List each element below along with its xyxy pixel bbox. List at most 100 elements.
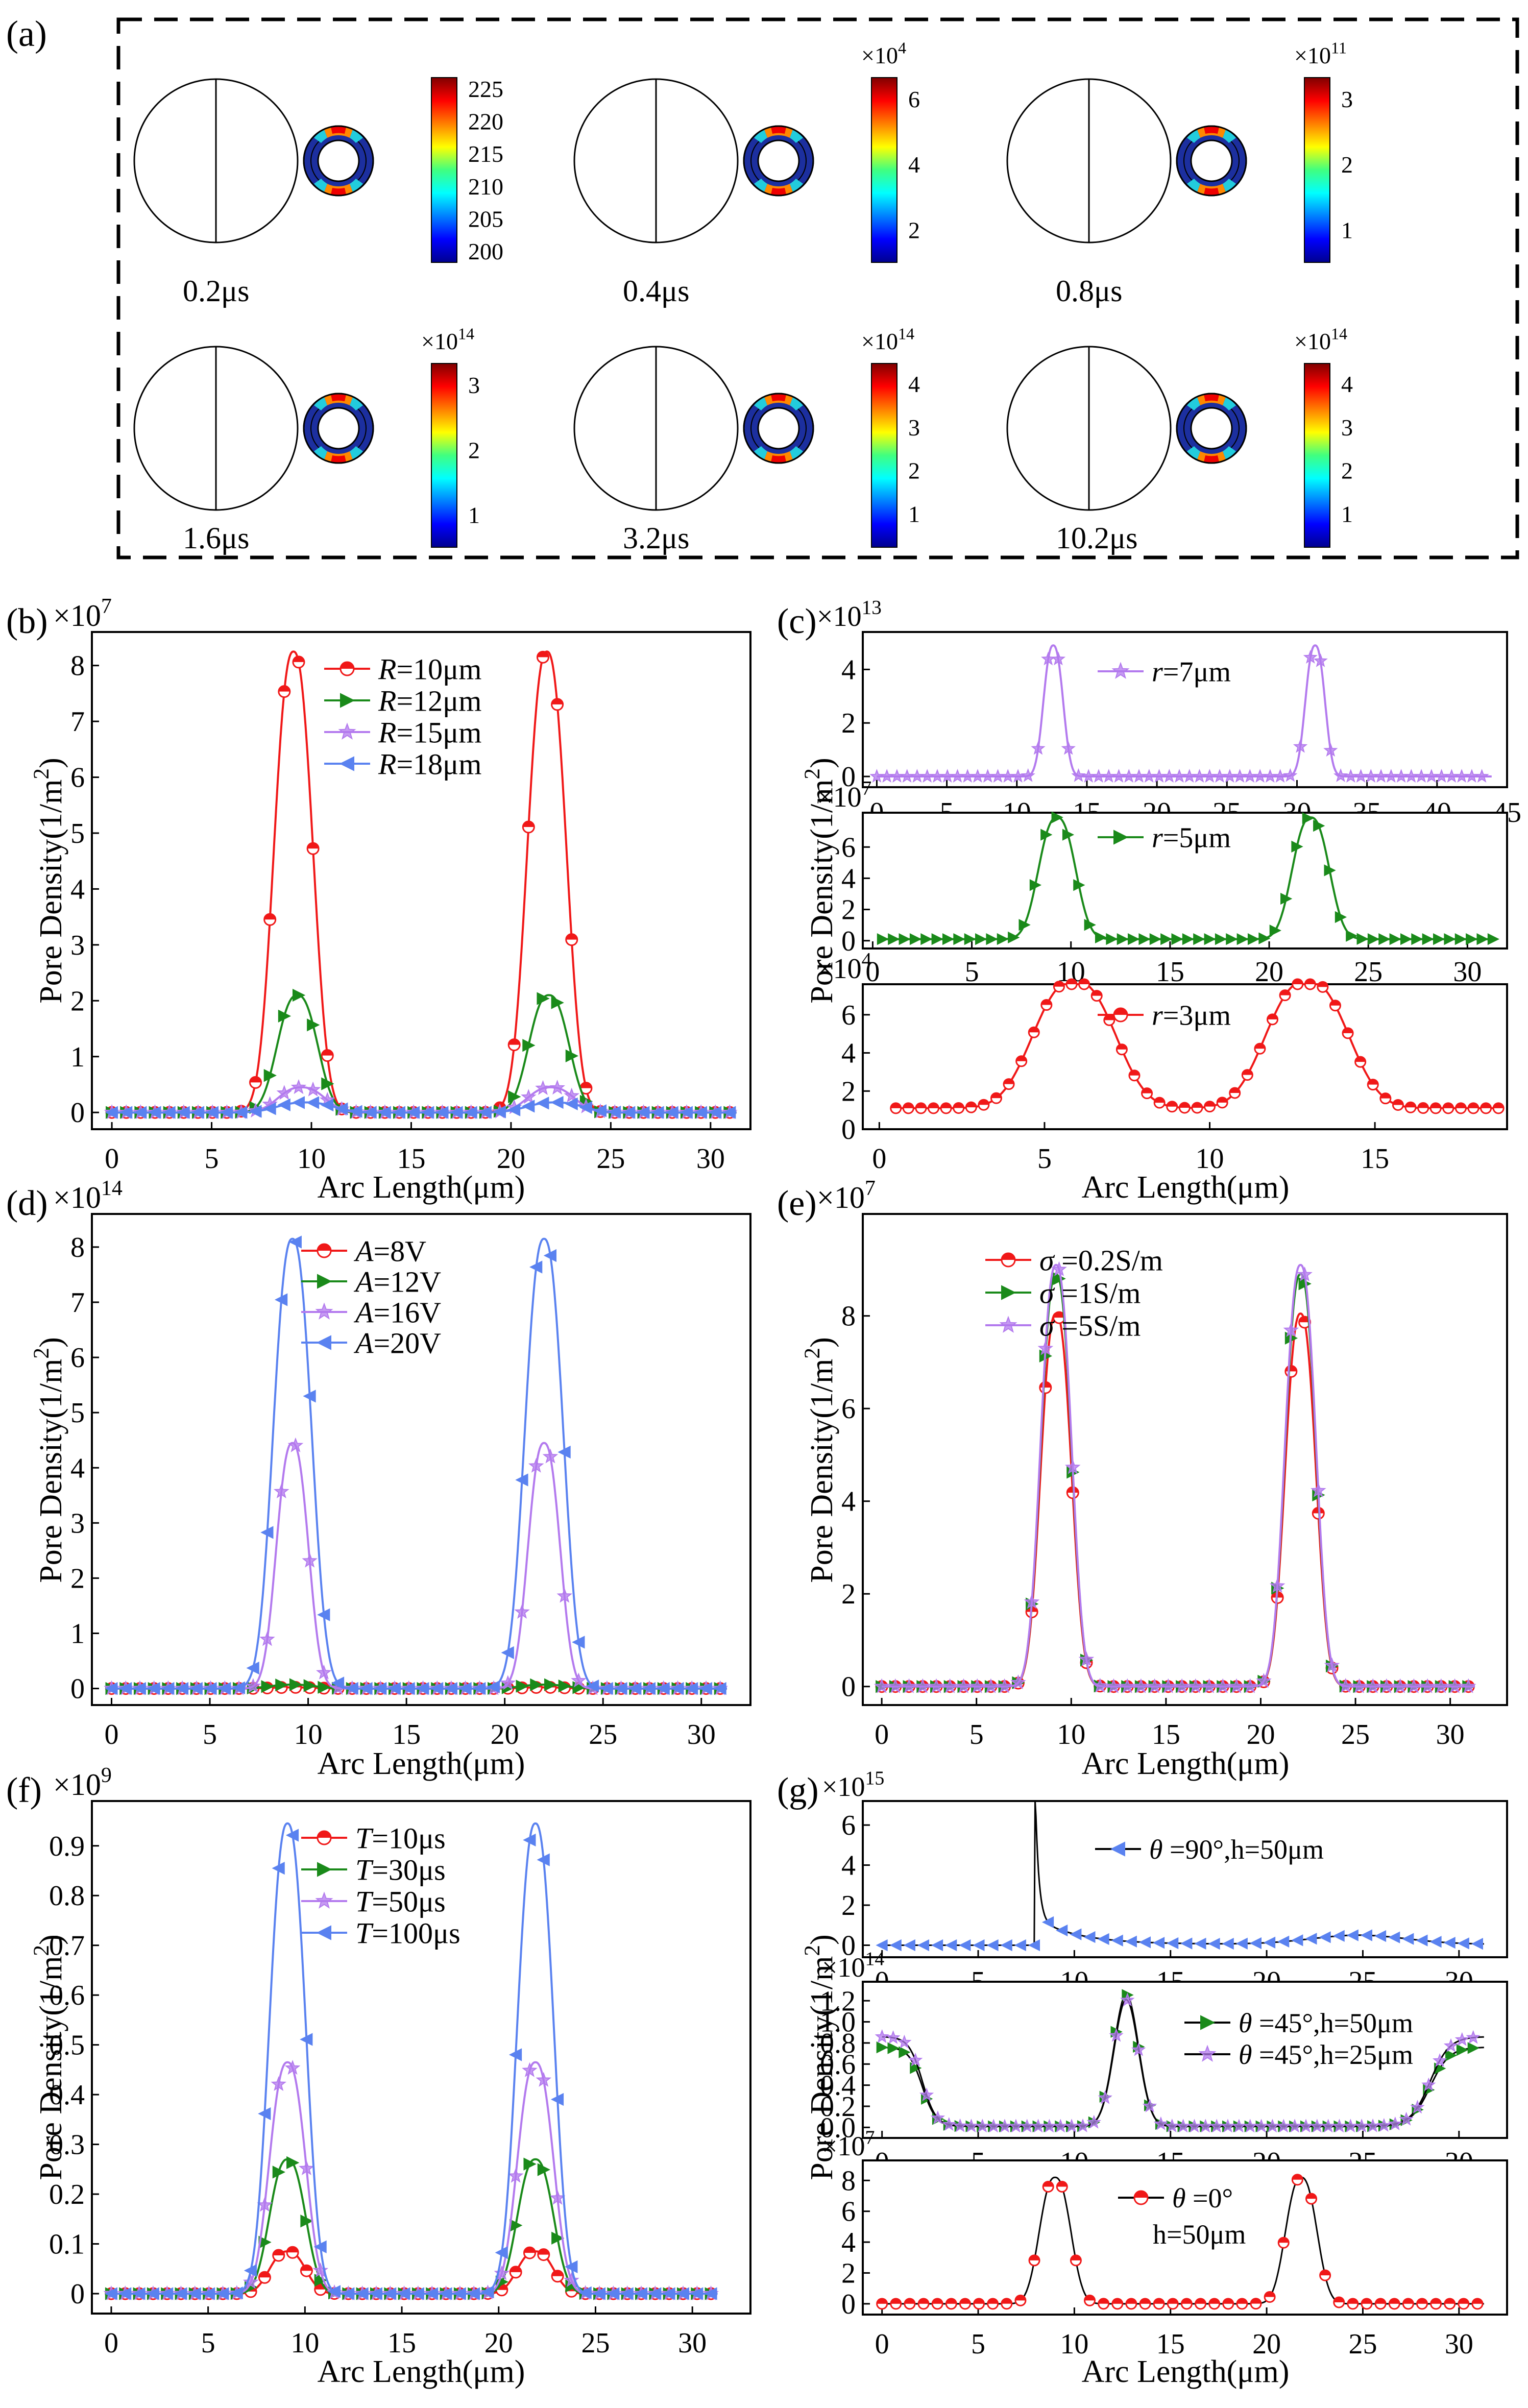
data-point-fill [1418, 1103, 1428, 1108]
data-point [383, 2287, 397, 2300]
y-tick-label: 2 [841, 1890, 856, 1921]
data-point [1457, 1937, 1469, 1950]
ring-grad-tr [1223, 397, 1236, 410]
colorbar-tick: 1 [1341, 501, 1353, 527]
legend-label: σ =5S/m [1039, 1309, 1141, 1342]
data-point [901, 1678, 917, 1693]
data-point [910, 2062, 922, 2074]
data-point [230, 2287, 243, 2300]
series-θ=45°,h=25μm [875, 1992, 1484, 2133]
data-point-fill [1458, 2298, 1469, 2304]
data-point [620, 2287, 634, 2300]
legend-label: T=10μs [355, 1821, 446, 1855]
data-point [1187, 2119, 1202, 2133]
x-tick-label: 0 [875, 1719, 889, 1750]
scale-exponent: ×107 [817, 1177, 876, 1214]
data-point [942, 1678, 958, 1693]
data-point [1056, 1924, 1068, 1937]
legend-label: r=3μm [1152, 1000, 1231, 1032]
data-point [1445, 2049, 1458, 2061]
chart-e: 0 5 10 15 20 25 30 0 2 4 6 8 (e) ×107 Arc Length(μm) Po… [777, 1177, 1508, 1781]
data-point [565, 1097, 578, 1111]
x-tick-label: 20 [1255, 956, 1283, 988]
data-point [565, 1049, 578, 1062]
data-point [657, 1682, 670, 1695]
data-point [931, 1939, 943, 1952]
data-point [953, 933, 965, 945]
x-axis-label: Arc Length(μm) [318, 1170, 525, 1205]
data-point [313, 2240, 327, 2253]
data-point [1311, 1482, 1326, 1498]
y-tick-label: 2 [70, 1563, 85, 1594]
data-point-fill [1217, 1097, 1228, 1103]
data-point-fill [1472, 2298, 1483, 2304]
data-point [1354, 2119, 1369, 2133]
data-point [536, 2072, 552, 2087]
y-axis-label: Pore Density(1/m2) [800, 758, 839, 1003]
legend-label: θ =0° [1172, 2183, 1233, 2214]
series-r=7μm [869, 644, 1492, 783]
colorbar-tick: 220 [468, 109, 503, 135]
data-point [1333, 768, 1348, 782]
data-point [1471, 1938, 1483, 1950]
y-tick-label: 1 [70, 1618, 85, 1650]
ring-hotspot-top-core [771, 126, 786, 134]
legend-label: R=10μm [378, 652, 481, 686]
y-tick-label: 2 [841, 2258, 856, 2290]
cell-6: 10.2μs ×1014 4 3 2 1 [1006, 325, 1353, 555]
ring-outline [743, 393, 814, 464]
x-tick-label: 15 [397, 1143, 425, 1175]
data-point [321, 1099, 334, 1112]
data-point [1152, 1937, 1165, 1949]
ring-grad-tl [1187, 397, 1200, 410]
data-point [1041, 1916, 1054, 1928]
data-point [592, 2287, 606, 2300]
data-point [522, 1039, 536, 1052]
plot-frame [862, 1981, 1508, 2139]
data-point [1374, 1930, 1387, 1942]
data-point-fill [1444, 2298, 1455, 2304]
data-point [1466, 933, 1478, 945]
data-point [1236, 933, 1249, 945]
data-point [278, 1009, 292, 1023]
data-point [287, 1437, 304, 1452]
data-point [292, 988, 306, 1002]
data-point [1070, 1928, 1082, 1940]
data-point [1083, 1931, 1096, 1943]
data-point [651, 1106, 664, 1119]
data-point [259, 1631, 275, 1646]
data-point [1064, 2119, 1079, 2133]
data-point-fill [301, 2265, 312, 2271]
data-point-fill [1029, 1027, 1039, 1033]
y-tick-label: 0.7 [49, 1930, 85, 1962]
data-point [1466, 2030, 1481, 2044]
data-point [263, 1102, 276, 1115]
data-point [1487, 933, 1500, 945]
data-point [1410, 2100, 1425, 2114]
data-point [1176, 2119, 1191, 2133]
data-point [288, 1235, 302, 1249]
x-tick-label: 0 [872, 1143, 886, 1175]
data-point [1111, 1934, 1123, 1947]
data-point-fill [1154, 1098, 1165, 1103]
ring-grad-bl [754, 179, 767, 192]
y-tick-label: 0 [70, 1097, 85, 1129]
plot-frame [862, 631, 1508, 788]
data-point-fill [524, 2247, 536, 2253]
data-point [315, 1891, 333, 1909]
y-tick-label: 0 [70, 2278, 85, 2310]
data-point [537, 1853, 550, 1866]
data-point [1433, 933, 1445, 945]
data-point-fill [1142, 1088, 1152, 1093]
data-point-fill [341, 662, 354, 669]
data-point-fill [1355, 1057, 1366, 1062]
panel-label: (d) [6, 1184, 48, 1223]
ring-grad-br [1223, 446, 1236, 459]
data-point-fill [1306, 2194, 1317, 2199]
colorbar-tick: 4 [1341, 371, 1353, 397]
data-point [1171, 933, 1183, 945]
data-point-fill [1333, 2297, 1344, 2303]
ring-grad-tr [1223, 130, 1236, 143]
